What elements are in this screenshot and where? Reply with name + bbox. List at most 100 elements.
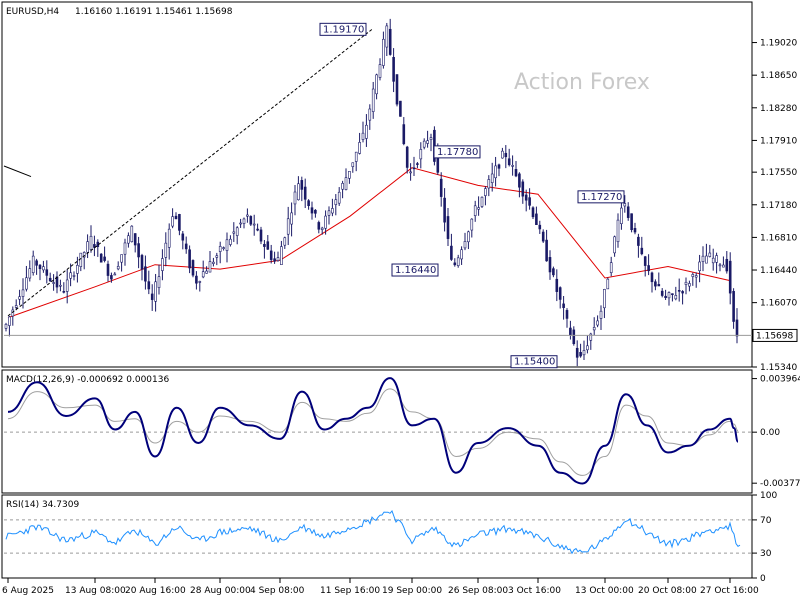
candle-body: [439, 178, 443, 197]
price-tick-label: 1.16810: [760, 233, 797, 243]
candle-body: [575, 347, 579, 358]
candle-body: [664, 295, 667, 299]
time-axis: 6 Aug 2025 13 Aug 08:00 20 Aug 16:00 28 Aug…: [2, 578, 759, 596]
candle-body: [127, 235, 130, 244]
candle-body: [382, 38, 385, 66]
candle-body: [320, 227, 324, 230]
candle-body: [235, 227, 239, 236]
candle-body: [388, 28, 392, 55]
price-tick-label: 1.16440: [760, 266, 797, 276]
candle-body: [711, 257, 715, 264]
candle-body: [290, 212, 293, 225]
candle-body: [239, 222, 242, 225]
candle-body: [215, 255, 219, 258]
candle-body: [368, 108, 372, 121]
candle-body: [280, 246, 283, 265]
candle-body: [531, 207, 535, 218]
level-callout-label: 1.17270: [581, 192, 622, 203]
price-tick-label: 1.17550: [760, 168, 797, 178]
candle-body: [647, 265, 650, 272]
time-tick-label: 3 Oct 16:00: [508, 586, 561, 596]
candle-body: [524, 194, 528, 201]
macd-panel[interactable]: MACD(12,26,9) -0.000692 0.000136 0.00396…: [1, 369, 800, 494]
rsi-tick-label: 70: [760, 516, 772, 526]
candle-body: [725, 258, 729, 272]
candle-body: [229, 238, 232, 245]
time-tick-label: 13 Oct 00:00: [575, 586, 634, 596]
candle-body: [79, 252, 83, 267]
candle-body: [521, 181, 525, 197]
candle-body: [52, 282, 55, 284]
candle-body: [698, 261, 701, 271]
candle-body: [59, 284, 62, 287]
price-tick-label: 1.18280: [760, 104, 797, 114]
candle-body: [269, 250, 273, 260]
candle-body: [620, 207, 623, 225]
candle-body: [242, 218, 246, 224]
candle-body: [616, 219, 620, 243]
price-panel-frame: [1, 1, 753, 368]
time-tick-label: 20 Aug 16:00: [125, 586, 186, 596]
candle-body: [405, 146, 409, 168]
macd-tick-label: 0.003964: [760, 375, 800, 385]
time-tick-label: 27 Oct 16:00: [700, 586, 759, 596]
candle-body: [514, 169, 518, 177]
candle-body: [191, 260, 195, 276]
price-panel[interactable]: EURUSD,H4 1.16160 1.16191 1.15461 1.1569…: [1, 1, 798, 373]
price-tick-label: 1.17910: [760, 136, 797, 146]
candle-body: [708, 252, 712, 257]
candle-body: [195, 275, 198, 284]
candle-body: [552, 268, 555, 276]
level-callout-label: 1.19170: [323, 24, 364, 35]
symbol-label: EURUSD,H4: [6, 7, 59, 17]
candle-body: [378, 64, 382, 78]
candle-body: [205, 270, 208, 274]
candle-body: [535, 213, 538, 226]
candle-body: [528, 197, 531, 206]
candle-body: [497, 164, 501, 169]
candle-body: [409, 171, 412, 174]
candle-body: [494, 165, 497, 179]
candle-body: [657, 284, 661, 287]
candles-layer: [4, 18, 739, 367]
candle-body: [735, 319, 739, 337]
candle-body: [283, 237, 287, 246]
candle-body: [548, 257, 552, 273]
candle-body: [62, 291, 66, 293]
candle-body: [623, 203, 627, 207]
candle-body: [161, 258, 164, 271]
candle-body: [259, 229, 263, 242]
time-tick-label: 4 Sep 08:00: [250, 586, 305, 596]
time-tick-label: 26 Sep 08:00: [448, 586, 508, 596]
candle-body: [218, 246, 222, 252]
candle-body: [25, 277, 28, 290]
candle-body: [297, 183, 300, 201]
level-callout-box: [433, 145, 481, 159]
candle-body: [164, 242, 168, 258]
candle-body: [110, 275, 113, 280]
candle-body: [419, 149, 423, 160]
candle-body: [426, 140, 429, 144]
candle-body: [86, 241, 89, 253]
candle-body: [677, 290, 681, 292]
candle-body: [42, 266, 45, 271]
candle-body: [599, 310, 603, 319]
candle-body: [592, 327, 596, 331]
candle-body: [150, 293, 154, 300]
candle-body: [538, 224, 542, 230]
candle-body: [460, 249, 463, 260]
candle-body: [266, 241, 270, 250]
candle-body: [361, 132, 365, 140]
candle-body: [120, 254, 123, 263]
candle-body: [286, 218, 290, 235]
candle-body: [72, 275, 76, 277]
short-line: [3, 165, 32, 178]
candle-body: [201, 271, 205, 278]
candle-body: [184, 243, 188, 250]
macd-label: MACD(12,26,9) -0.000692 0.000136: [6, 375, 169, 385]
candle-body: [681, 291, 684, 294]
rsi-panel[interactable]: RSI(14) 34.7309 100 70 30 0: [1, 491, 777, 584]
candle-body: [147, 281, 151, 290]
candle-body: [416, 163, 419, 165]
